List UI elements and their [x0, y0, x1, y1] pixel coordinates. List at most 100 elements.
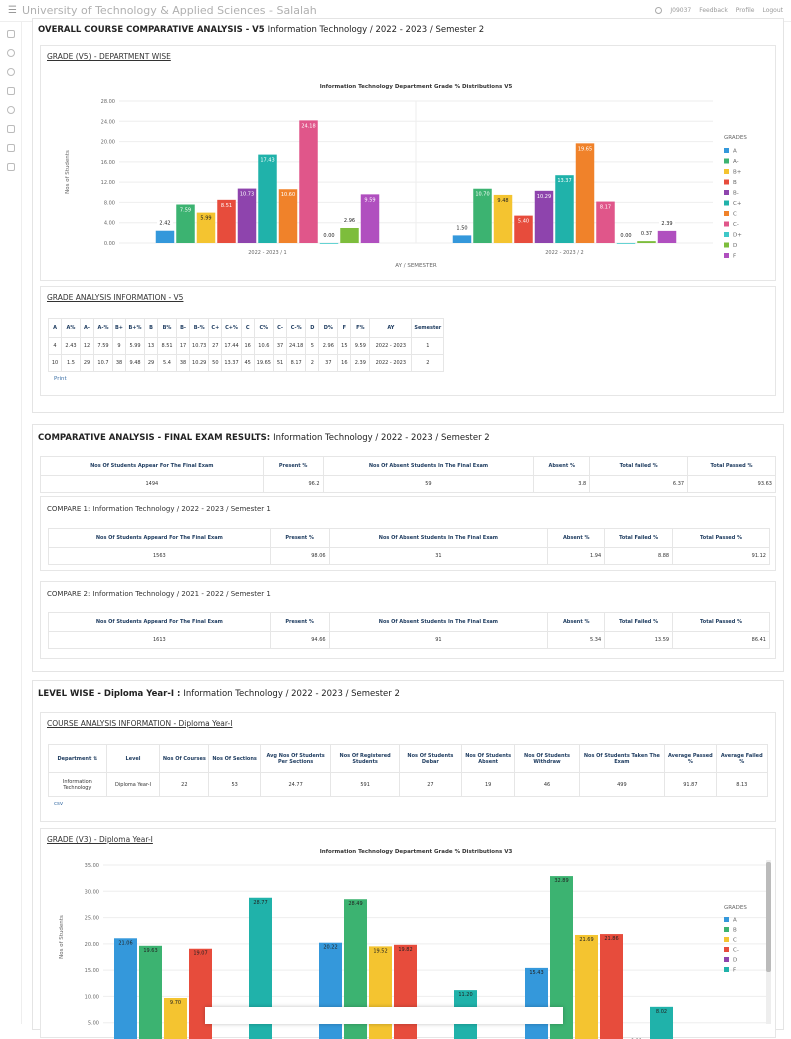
section-title-rest: Information Technology / 2022 - 2023 / S… [267, 25, 485, 35]
data-label-text: 10.70 [475, 192, 489, 198]
column-header[interactable]: A% [61, 318, 81, 338]
chart-icon[interactable] [6, 144, 15, 152]
document-icon[interactable] [6, 163, 15, 171]
column-header[interactable]: B [144, 318, 159, 338]
column-header[interactable]: B% [157, 318, 178, 338]
data-label: 5.40 [518, 219, 529, 225]
table-cell: 7.59 [93, 337, 113, 355]
clipboard-icon[interactable] [6, 87, 15, 95]
table-cell: 1.94 [547, 547, 606, 565]
column-header[interactable]: B-% [189, 318, 210, 338]
card-title: GRADE (V3) - Diploma Year-I [47, 835, 153, 844]
y-tick-label: 24.00 [101, 119, 115, 125]
column-header[interactable]: C- [273, 318, 287, 338]
legend-item[interactable]: C [733, 212, 737, 218]
dashboard-icon[interactable] [6, 30, 15, 38]
legend-item[interactable]: D [733, 958, 737, 964]
bar-d [340, 227, 359, 243]
table-cell: 4 [48, 337, 62, 355]
chart-scrollbar[interactable] [766, 860, 771, 1024]
legend-item[interactable]: B [733, 928, 737, 934]
bar-c-minus [299, 120, 318, 243]
legend-item[interactable]: B- [733, 191, 739, 197]
table-cell: 2.96 [318, 337, 339, 355]
legend-item[interactable]: D [733, 243, 737, 249]
print-button[interactable]: Print [54, 376, 67, 382]
data-label: 21.86 [604, 936, 618, 942]
table-cell: 38 [176, 354, 191, 372]
column-header[interactable]: C% [253, 318, 275, 338]
legend-item[interactable]: C- [733, 222, 739, 228]
compare1-card: COMPARE 1: Information Technology / 2022… [40, 496, 776, 571]
bottom-overlay-panel [205, 1007, 563, 1024]
data-label-text: 13.37 [557, 178, 571, 184]
column-header: Absent % [547, 612, 606, 632]
grade-v5-chart: Information Technology Department Grade … [65, 84, 747, 269]
legend-item[interactable]: D+ [733, 233, 742, 239]
profile-link[interactable]: Profile [735, 7, 755, 14]
column-header[interactable]: B- [176, 318, 191, 338]
column-header[interactable]: C+% [221, 318, 242, 338]
legend-item[interactable]: C [733, 938, 737, 944]
column-header[interactable]: Department ⇅ [48, 744, 107, 773]
data-label-text: 1.50 [456, 225, 467, 231]
menu-icon[interactable]: ☰ [8, 5, 17, 16]
table-cell: 6.37 [589, 475, 689, 493]
data-label: 10.73 [240, 192, 254, 198]
chart-title: Information Technology Department Grade … [320, 849, 513, 855]
column-header[interactable]: C+ [208, 318, 223, 338]
column-header[interactable]: F% [350, 318, 371, 338]
legend-item[interactable]: F [733, 968, 736, 974]
column-header[interactable]: B+ [111, 318, 127, 338]
data-label-text: 19.65 [578, 146, 592, 152]
compare1-title: COMPARE 1: Information Technology / 2022… [47, 505, 271, 513]
legend-item[interactable]: A [733, 149, 737, 155]
bar-a [319, 942, 342, 1039]
table-cell: 91.12 [672, 547, 770, 565]
data-label: 24.18 [301, 123, 315, 129]
column-header: Nos Of Registered Students [330, 744, 400, 773]
legend-swatch-c [724, 211, 729, 216]
data-label-bg [618, 232, 634, 238]
legend-item[interactable]: C+ [733, 201, 742, 207]
table-cell: 31 [328, 547, 549, 565]
feedback-link[interactable]: Feedback [699, 7, 728, 14]
legend-item[interactable]: B+ [733, 170, 742, 176]
users-icon[interactable] [6, 106, 15, 114]
legend-item[interactable]: A- [733, 159, 739, 165]
column-header[interactable]: AY [369, 318, 413, 338]
data-label-text: 2.39 [661, 221, 672, 227]
column-header[interactable]: A-% [93, 318, 113, 338]
bar-b [514, 215, 533, 243]
logout-link[interactable]: Logout [762, 7, 783, 14]
table-row: 4 2.43 12 7.59 9 5.99 13 8.51 17 10.73 27 17.44 16 10… [48, 337, 445, 355]
column-header[interactable]: A- [80, 318, 94, 338]
file-user-icon[interactable] [6, 125, 15, 133]
column-header[interactable]: C [240, 318, 255, 338]
column-header: Nos Of Students Appeard For The Final Ex… [48, 612, 271, 632]
data-label-text: 0.00 [323, 233, 334, 239]
legend-item[interactable]: F [733, 254, 736, 260]
table-cell: 29 [80, 354, 94, 372]
user-icon[interactable] [6, 49, 15, 57]
y-tick-label: 16.00 [101, 160, 115, 166]
column-header[interactable]: D% [318, 318, 339, 338]
data-label: 20.22 [323, 945, 337, 951]
column-header[interactable]: F [337, 318, 352, 338]
y-tick-label: 15.00 [85, 968, 99, 974]
user-edit-icon[interactable] [6, 68, 15, 76]
column-header[interactable]: B+% [125, 318, 146, 338]
column-header: Nos Of Courses [159, 744, 210, 773]
data-label: 19.82 [398, 947, 412, 953]
compare2-table: Nos Of Students Appeard For The Final Ex… [48, 612, 770, 649]
legend-item[interactable]: B [733, 180, 737, 186]
column-header[interactable]: C-% [285, 318, 307, 338]
scroll-thumb[interactable] [766, 862, 771, 972]
column-header[interactable]: A [48, 318, 62, 338]
legend-item[interactable]: C- [733, 948, 739, 954]
legend-item[interactable]: A [733, 918, 737, 924]
column-header[interactable]: Semester [411, 318, 445, 338]
csv-button[interactable]: csv [54, 801, 64, 807]
column-header[interactable]: D [305, 318, 320, 338]
bar-f [657, 230, 677, 243]
